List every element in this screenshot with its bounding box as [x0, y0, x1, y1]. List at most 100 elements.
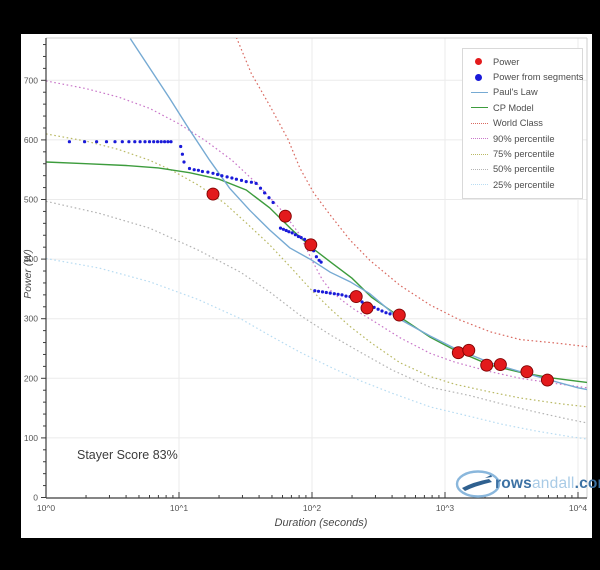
- legend-label: 25% percentile: [493, 179, 555, 190]
- ticks: [41, 44, 579, 498]
- point-segments: [67, 140, 71, 144]
- point-power: [493, 358, 507, 372]
- legend-label: World Class: [493, 118, 543, 129]
- legend-item: 50% percentile: [471, 162, 578, 177]
- tick-labels: 10^0 10^1 10^2 10^3 10^4 0 100 200 300 400 500 600 7…: [24, 75, 588, 513]
- x-tick-label: 10^0: [37, 503, 55, 513]
- stayer-score-annotation: Stayer Score 83%: [77, 448, 178, 462]
- point-segments: [293, 233, 297, 237]
- y-tick-label: 500: [24, 195, 38, 205]
- logo-text-com: .com: [574, 475, 600, 492]
- y-tick-label: 400: [24, 254, 38, 264]
- legend-swatch-dot-icon: [471, 73, 493, 81]
- point-segments: [133, 140, 137, 144]
- point-segments: [360, 300, 364, 304]
- legend-swatch-line-icon: [471, 107, 493, 109]
- curve-p50: [46, 200, 587, 424]
- point-segments: [211, 171, 215, 175]
- legend-swatch-dotted-icon: [471, 138, 493, 140]
- point-segments: [163, 140, 167, 144]
- point-segments: [169, 140, 173, 144]
- y-axis-title: Power (W): [22, 249, 34, 299]
- point-segments: [284, 228, 288, 233]
- point-segments: [143, 140, 147, 144]
- legend-item: CP Model: [471, 100, 578, 115]
- point-segments: [239, 178, 244, 182]
- point-power: [480, 358, 494, 372]
- point-segments: [200, 169, 204, 174]
- point-segments: [127, 140, 131, 144]
- legend-item: Paul's Law: [471, 85, 578, 100]
- point-segments: [340, 293, 344, 297]
- point-segments: [316, 289, 321, 293]
- curve-p90: [46, 80, 587, 389]
- rowsandall-logo: rowsandall.com: [455, 468, 600, 500]
- legend-label: 75% percentile: [493, 149, 555, 160]
- x-tick-label: 10^2: [303, 503, 321, 513]
- point-segments: [328, 291, 332, 295]
- point-segments: [179, 144, 183, 149]
- y-tick-label: 700: [24, 75, 38, 85]
- legend-item: 90% percentile: [471, 131, 578, 146]
- point-segments: [380, 309, 384, 313]
- axes: [45, 38, 587, 499]
- point-segments: [216, 172, 220, 177]
- point-segments: [263, 191, 267, 195]
- point-segments: [147, 140, 152, 144]
- x-tick-label: 10^1: [170, 503, 188, 513]
- y-tick-label: 200: [24, 373, 38, 383]
- point-segments: [344, 294, 348, 298]
- legend-label: Power: [493, 56, 520, 67]
- point-segments: [303, 237, 307, 241]
- point-segments: [138, 140, 142, 144]
- point-segments: [287, 230, 291, 234]
- legend-item: World Class: [471, 116, 578, 131]
- point-segments: [320, 290, 325, 294]
- point-segments: [104, 140, 109, 144]
- legend-item: Power: [471, 54, 578, 69]
- point-segments: [152, 140, 156, 144]
- point-segments: [180, 152, 184, 156]
- series-segments: [67, 140, 400, 317]
- point-segments: [206, 170, 210, 174]
- plot-border: [46, 37, 588, 498]
- point-segments: [290, 231, 294, 235]
- point-segments: [244, 180, 248, 184]
- point-segments: [182, 160, 186, 164]
- point-segments: [296, 234, 300, 239]
- legend-swatch-dotted-icon: [471, 122, 493, 124]
- point-segments: [319, 260, 323, 264]
- legend-item: 25% percentile: [471, 177, 578, 192]
- y-tick-label: 300: [24, 314, 38, 324]
- point-segments: [192, 168, 196, 172]
- point-segments: [384, 311, 388, 315]
- point-segments: [196, 168, 200, 172]
- point-power: [360, 301, 374, 315]
- curve-p25: [46, 257, 587, 440]
- plot-canvas: 10^0 10^1 10^2 10^3 10^4 0 100 200 300 400 500 600 7…: [24, 37, 588, 513]
- curve-pauls_law: [129, 38, 587, 391]
- point-segments: [249, 180, 253, 184]
- x-tick-label: 10^3: [436, 503, 454, 513]
- legend-label: 50% percentile: [493, 164, 555, 175]
- series-power: [206, 187, 554, 387]
- y-tick-label: 0: [33, 493, 38, 503]
- power-duration-chart: 10^0 10^1 10^2 10^3 10^4 0 100 200 300 400 500 600 7…: [21, 34, 600, 538]
- x-axis-title: Duration (seconds): [274, 517, 368, 529]
- point-segments: [234, 177, 238, 181]
- point-power: [206, 187, 220, 201]
- point-segments: [95, 140, 99, 144]
- logo-text-andall: andall: [531, 475, 575, 492]
- point-segments: [267, 196, 271, 200]
- point-segments: [120, 140, 124, 144]
- point-segments: [271, 200, 275, 205]
- point-segments: [388, 312, 392, 316]
- point-segments: [332, 292, 336, 296]
- point-power: [451, 346, 465, 360]
- point-segments: [281, 227, 285, 231]
- point-segments: [324, 290, 328, 295]
- point-segments: [254, 181, 258, 185]
- legend-swatch-dotted-icon: [471, 168, 493, 170]
- point-segments: [166, 140, 170, 144]
